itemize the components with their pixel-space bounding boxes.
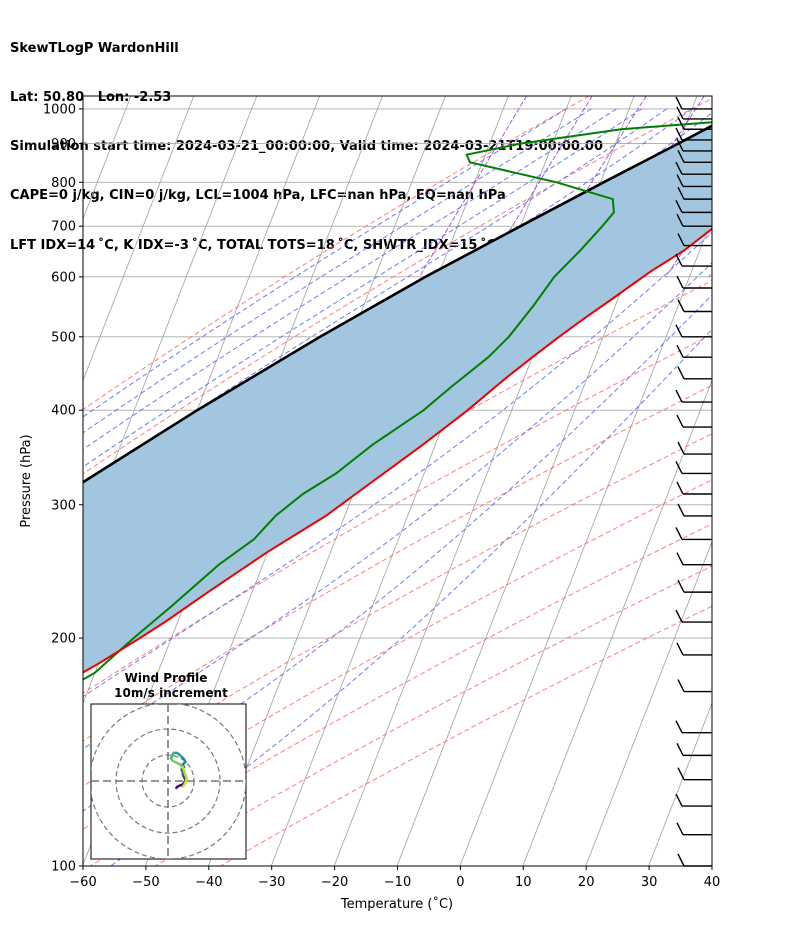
wind-barb-flag <box>675 527 683 540</box>
wind-barb-flag <box>677 116 685 130</box>
wind-barb-flag <box>677 579 685 593</box>
x-tick-label: −10 <box>384 875 411 890</box>
x-tick-label: 20 <box>578 875 595 890</box>
x-tick-label: −50 <box>132 875 159 890</box>
wind-barb-flag <box>676 822 684 835</box>
y-tick-label: 700 <box>51 220 76 235</box>
wind-barb-flag <box>676 642 684 656</box>
wind-barb-flag <box>677 853 685 867</box>
wind-barb-flag <box>677 503 685 517</box>
hodograph-subtitle: 10m/s increment <box>114 686 228 700</box>
wind-barb-flag <box>677 767 685 781</box>
mixing-ratio-line <box>481 96 593 278</box>
wind-barb-flag <box>675 96 683 110</box>
moist-adiabat <box>110 328 712 866</box>
y-tick-label: 400 <box>51 404 76 419</box>
x-tick-label: 0 <box>456 875 464 890</box>
moist-adiabat <box>83 231 712 698</box>
wind-barb-flag <box>675 389 683 403</box>
moist-adiabat <box>83 108 592 434</box>
wind-barb-flag <box>677 679 685 692</box>
wind-barb-flag <box>677 299 685 312</box>
x-tick-label: 10 <box>515 875 532 890</box>
wind-barb-flag <box>675 720 683 733</box>
wind-barb-flag <box>677 441 685 455</box>
wind-barb-flag <box>677 150 685 163</box>
isotherm-line <box>648 702 712 866</box>
x-tick-label: −60 <box>69 875 96 890</box>
isotherm-line <box>270 96 572 866</box>
isotherm-line <box>522 379 712 866</box>
wind-barb-flag <box>676 344 684 358</box>
y-tick-label: 200 <box>51 632 76 647</box>
x-axis-label: Temperature (˚C) <box>340 896 453 912</box>
isotherm-line <box>0 96 68 866</box>
plot-header: SkewTLogP WardonHill Lat: 50.80 Lon: -2.… <box>10 8 603 271</box>
wind-barb-flag <box>676 174 684 187</box>
wind-barb-flag <box>675 253 683 267</box>
wind-barb-flag <box>675 793 683 807</box>
temperature-line <box>83 227 712 674</box>
wind-barb-flag <box>677 366 685 380</box>
moist-adiabat <box>83 108 617 450</box>
y-tick-label: 100 <box>51 860 76 875</box>
dry-adiabat <box>83 96 590 411</box>
isotherm-line <box>0 96 5 866</box>
y-tick-label: 800 <box>51 176 76 191</box>
shaded-area <box>83 125 712 673</box>
wind-barb-flag <box>676 481 684 495</box>
dry-adiabat <box>83 479 712 830</box>
moist-adiabat <box>83 294 712 812</box>
wind-barb-flag <box>676 743 684 756</box>
wind-barb-flag <box>675 324 683 338</box>
y-axis-label: Pressure (hPa) <box>19 434 34 527</box>
lat-lon: Lat: 50.80 Lon: -2.53 <box>10 90 172 106</box>
mixing-ratio-line <box>748 96 794 277</box>
y-tick-label: 900 <box>51 137 76 152</box>
parcel-profile-line <box>83 124 712 484</box>
x-tick-label: 30 <box>641 875 658 890</box>
wind-barb-flag <box>677 186 685 200</box>
wind-barb-flag <box>675 161 683 175</box>
moist-adiabat <box>83 108 668 487</box>
mixing-ratio-line <box>708 271 712 278</box>
y-tick-label: 1000 <box>43 102 76 117</box>
isotherm-line <box>83 96 195 382</box>
hodograph-plot <box>91 704 246 859</box>
dry-adiabat <box>83 433 712 787</box>
dry-adiabat <box>83 97 712 475</box>
moist-adiabat <box>83 262 712 750</box>
x-tick-label: −20 <box>321 875 348 890</box>
moist-adiabat <box>83 108 642 468</box>
profile-lines <box>83 121 712 681</box>
wind-barb-flag <box>676 213 684 227</box>
isotherm-line <box>585 540 712 866</box>
wind-barb-flag <box>675 609 683 623</box>
wind-barb-flag <box>677 233 685 246</box>
wind-barb-flag <box>676 414 684 428</box>
x-tick-label: 40 <box>704 875 721 890</box>
axis-ticks: −60 −50 −40 −30 −20 −10 0 10 20 30 40 100 200 300 400 5… <box>43 102 720 890</box>
wind-barb-flag <box>676 275 684 289</box>
wind-barb-flag <box>675 127 683 141</box>
wind-barb-flag <box>675 200 683 213</box>
y-tick-label: 500 <box>51 330 76 345</box>
hodograph-trace <box>181 784 186 788</box>
wind-barb-flag <box>675 461 683 474</box>
moist-adiabat <box>83 108 567 418</box>
dewpoint-line <box>83 121 712 681</box>
hodograph-title: Wind Profile <box>125 671 208 685</box>
dry-adiabat <box>89 523 712 866</box>
y-tick-label: 300 <box>51 498 76 513</box>
cape-info: CAPE=0 j/kg, CIN=0 j/kg, LCL=1004 hPa, L… <box>10 188 506 204</box>
x-tick-label: −30 <box>258 875 285 890</box>
station-title: SkewTLogP WardonHill <box>10 40 179 56</box>
wind-barb-flag <box>676 106 684 120</box>
wind-barb-flag <box>676 138 684 152</box>
y-tick-label: 600 <box>51 270 76 285</box>
hodograph-inset: Wind Profile 10m/s increment <box>90 671 247 860</box>
x-tick-label: −40 <box>195 875 222 890</box>
wind-barb-flag <box>676 552 684 566</box>
